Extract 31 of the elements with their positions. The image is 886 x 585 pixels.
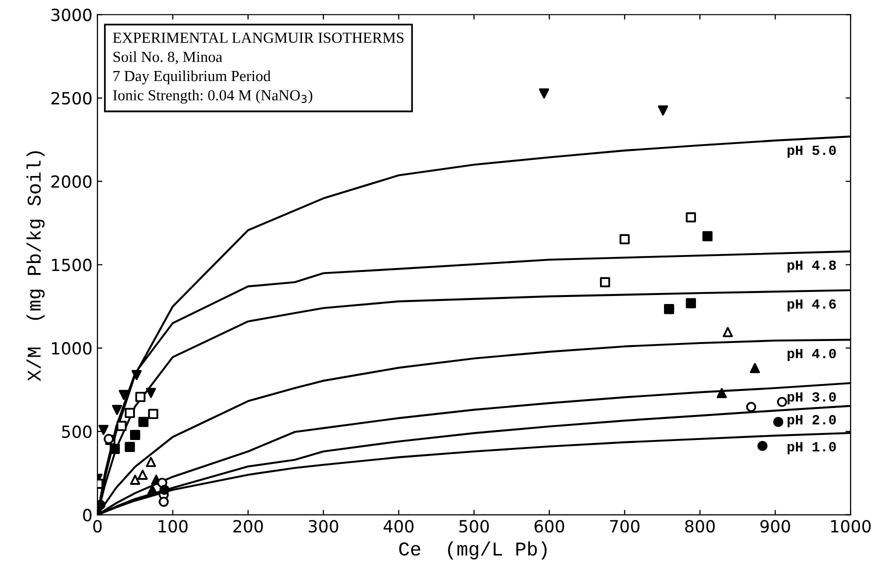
- x-tick-label: 1000: [831, 520, 871, 533]
- legend-label: pH 4.0: [788, 348, 836, 362]
- annotation: EXPERIMENTAL LANGMUIR ISOTHERMS: [112, 32, 404, 43]
- annotation: 7 Day Equilibrium Period: [114, 70, 271, 84]
- legend-label: pH 1.0: [788, 442, 836, 454]
- y-tick-label: 0: [83, 508, 92, 522]
- y-axis-title: X/M (mg Pb/kg Soil): [26, 151, 45, 382]
- y-tick-label: 2500: [51, 92, 92, 105]
- y-tick-label: 1000: [52, 342, 92, 355]
- series-label: pH 4.6: [788, 299, 836, 312]
- y-tick-label: 2000: [51, 175, 92, 188]
- x-tick-label: 800: [685, 520, 715, 533]
- x-tick-label: 200: [233, 520, 263, 533]
- x-tick-label: 100: [158, 520, 188, 533]
- annotation: Ionic Strength: 0.04 M (NaNO$_{3}$): [113, 90, 312, 104]
- series-label: pH 2.0: [788, 415, 836, 428]
- x-tick-label: 700: [610, 520, 640, 533]
- x-tick-label: 400: [384, 520, 414, 533]
- x-tick-label: 500: [459, 520, 489, 533]
- series-label: pH 3.0: [788, 392, 836, 404]
- x-axis-title: Ce (mg/L Pb): [399, 541, 547, 560]
- x-tick-label: 900: [760, 520, 790, 533]
- legend-label: pH 4.8: [788, 260, 836, 273]
- y-tick-label: 500: [62, 425, 92, 438]
- x-tick-label: 300: [308, 520, 338, 533]
- y-tick-label: 3000: [51, 8, 92, 22]
- x-tick-label: 0: [93, 520, 102, 533]
- annotation: Soil No. 8, Minoa: [114, 51, 222, 64]
- x-tick-label: 600: [534, 520, 564, 533]
- series-label: pH 5.0: [788, 146, 836, 158]
- y-tick-label: 1500: [52, 258, 92, 272]
